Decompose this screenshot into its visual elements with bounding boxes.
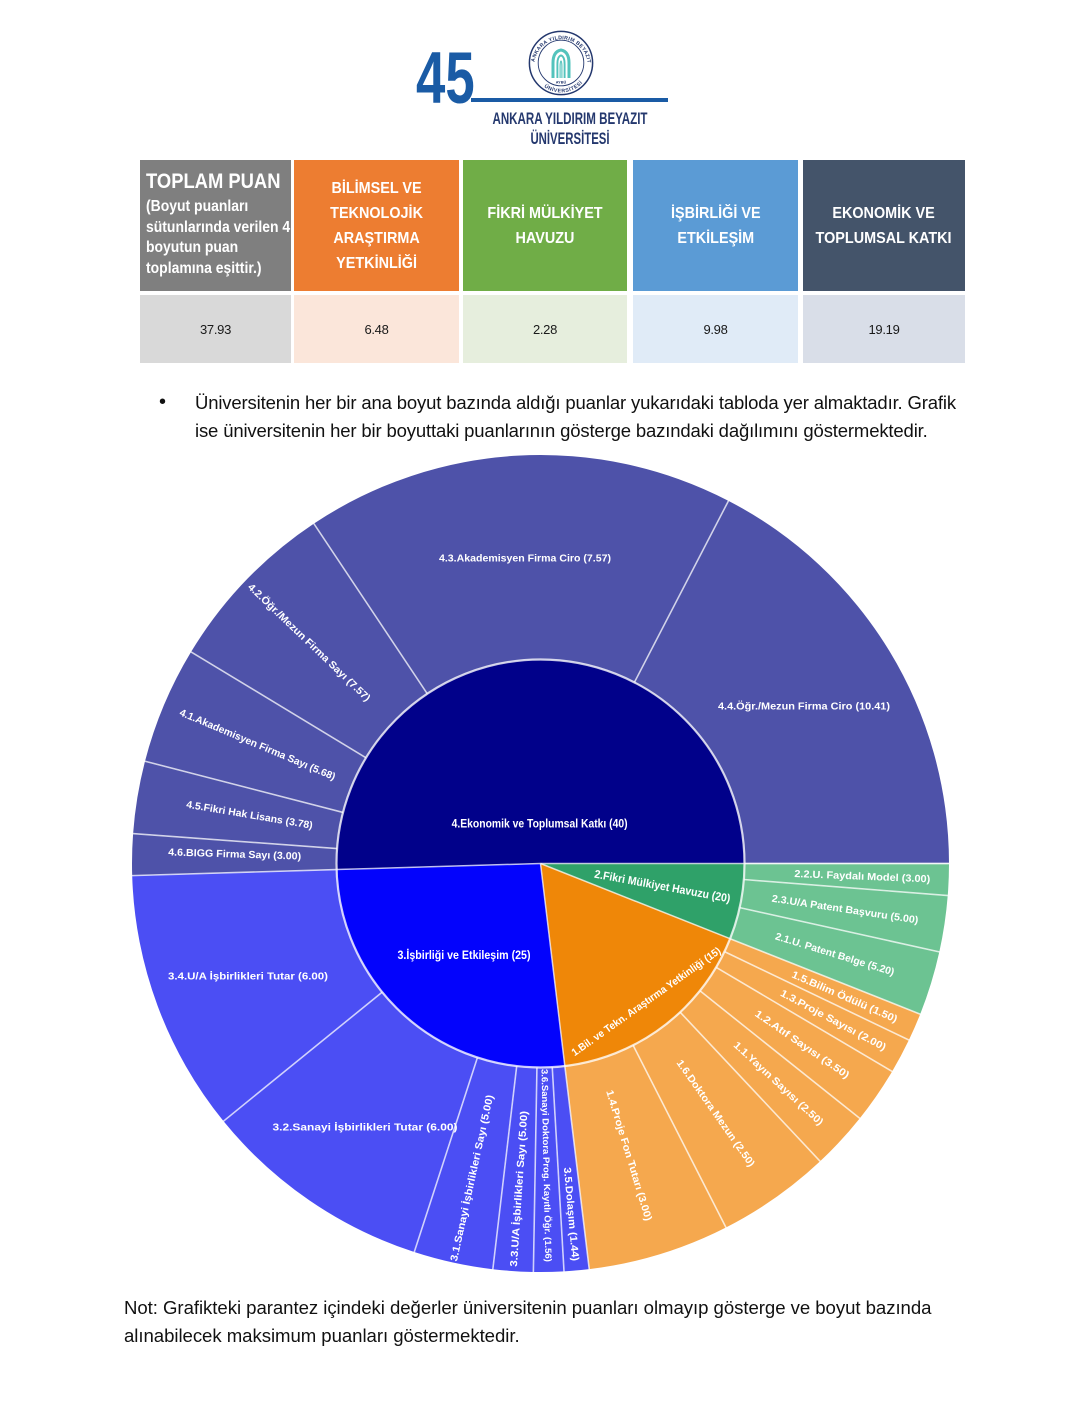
svg-text:4.Ekonomik ve Toplumsal Katkı: 4.Ekonomik ve Toplumsal Katkı (40) [452,819,628,831]
svg-text:2.2.U. Faydalı Model (3.00): 2.2.U. Faydalı Model (3.00) [794,869,930,885]
svg-text:3.6.Sanayi Doktora Prog. Kayıt: 3.6.Sanayi Doktora Prog. Kayıtlı Öğr. (1… [540,1069,554,1262]
svg-text:4.3.Akademisyen Firma Ciro (7.: 4.3.Akademisyen Firma Ciro (7.57) [439,553,611,565]
svg-text:3.4.U/A İşbirlikleri Tutar (6.: 3.4.U/A İşbirlikleri Tutar (6.00) [168,970,328,983]
svg-text:3.İşbirliği ve Etkileşim (25): 3.İşbirliği ve Etkileşim (25) [398,949,531,962]
svg-text:3.2.Sanayi İşbirlikleri Tutar: 3.2.Sanayi İşbirlikleri Tutar (6.00) [273,1121,458,1134]
svg-text:AYBÜ: AYBÜ [556,80,567,85]
svg-text:4.6.BIGG Firma Sayı (3.00): 4.6.BIGG Firma Sayı (3.00) [168,847,301,862]
svg-text:4.4.Öğr./Mezun Firma Ciro (10.: 4.4.Öğr./Mezun Firma Ciro (10.41) [718,700,890,713]
